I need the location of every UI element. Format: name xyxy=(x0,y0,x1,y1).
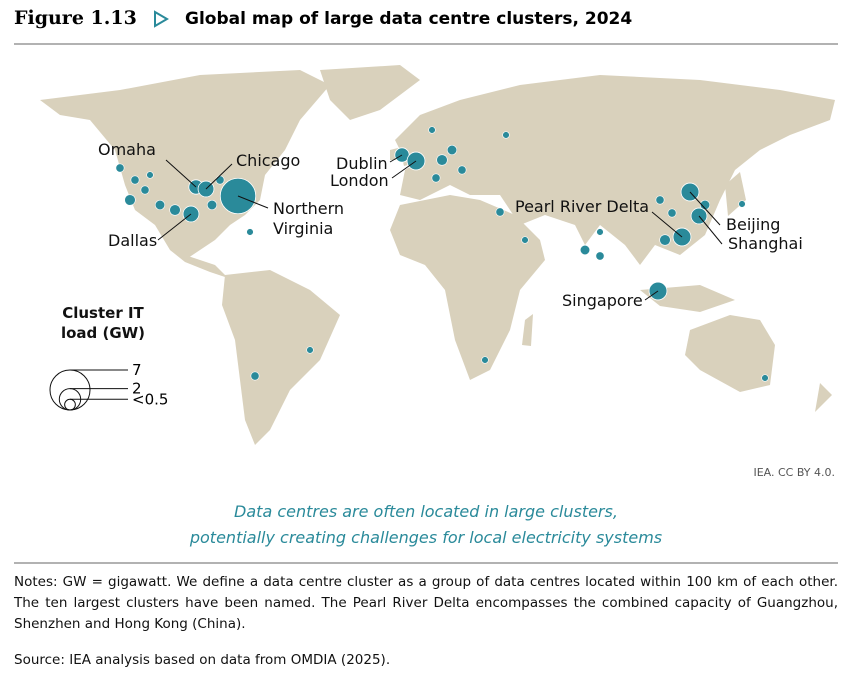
cluster-label: Chicago xyxy=(236,151,301,170)
cluster-bubble xyxy=(146,171,154,179)
cluster-bubble xyxy=(154,199,166,211)
cluster-bubble xyxy=(521,236,529,244)
cluster-bubble xyxy=(495,207,505,217)
legend-circle xyxy=(49,369,91,411)
leader-line xyxy=(689,191,721,226)
caption-line: Data centres are often located in large … xyxy=(234,502,618,521)
cluster-bubble xyxy=(667,208,677,218)
cluster-bubble xyxy=(169,204,181,216)
cluster-bubble xyxy=(250,371,260,381)
cluster-bubble xyxy=(140,185,150,195)
cluster-label: Northern Virginia xyxy=(273,199,345,238)
cluster-bubble xyxy=(761,374,769,382)
cluster-bubble xyxy=(738,200,746,208)
leader-line xyxy=(391,160,417,179)
land xyxy=(40,65,835,445)
cluster-bubble xyxy=(596,228,604,236)
legend: 72<0.5 xyxy=(49,361,168,411)
legend-circle xyxy=(64,398,76,411)
leader-line xyxy=(237,195,269,209)
legend-label: 2 xyxy=(132,380,142,398)
cluster-bubble xyxy=(431,173,441,183)
cluster-label: Shanghai xyxy=(728,234,803,253)
cluster-bubble xyxy=(124,194,136,206)
leader-line xyxy=(644,290,659,301)
notes: Notes: GW = gigawatt. We define a data c… xyxy=(14,574,838,632)
cluster-bubble xyxy=(436,154,448,166)
cluster-bubble xyxy=(115,163,125,173)
legend-title: Cluster IT load (GW) xyxy=(60,304,146,342)
cluster-label: Singapore xyxy=(562,291,643,310)
legend-label: <0.5 xyxy=(132,390,168,408)
leader-line xyxy=(157,213,192,241)
leader-line xyxy=(165,159,197,188)
cluster-bubble xyxy=(130,175,140,185)
cluster-label: Dublin xyxy=(336,154,388,173)
cluster-bubble xyxy=(206,199,218,211)
credit: IEA. CC BY 4.0. xyxy=(753,466,835,479)
cluster-bubble xyxy=(699,199,711,211)
cluster-bubble xyxy=(502,131,510,139)
figure-title: Global map of large data centre clusters… xyxy=(185,9,632,29)
leader-line xyxy=(205,163,233,190)
leader-line xyxy=(698,215,723,245)
cluster-label: Pearl River Delta xyxy=(515,197,650,216)
cluster-label: Omaha xyxy=(98,140,156,159)
leader-line xyxy=(651,211,683,238)
source: Source: IEA analysis based on data from … xyxy=(14,652,391,668)
cluster-bubble xyxy=(428,126,436,134)
caption-line: potentially creating challenges for loca… xyxy=(189,528,662,547)
cluster-bubble xyxy=(481,356,489,364)
cluster-label: Beijing xyxy=(726,215,781,234)
leader-line xyxy=(389,154,403,163)
cluster-bubble xyxy=(655,195,665,205)
cluster-label: Dallas xyxy=(108,231,158,250)
cluster-bubble xyxy=(306,346,314,354)
cluster-bubble xyxy=(246,228,254,236)
clusters xyxy=(115,126,769,382)
cluster-bubble xyxy=(579,244,591,256)
figure-number: Figure 1.13 xyxy=(14,7,137,29)
cluster-bubble xyxy=(595,251,605,261)
cluster-bubble xyxy=(457,165,467,175)
figure-arrow xyxy=(154,10,169,28)
cluster-bubble xyxy=(659,234,671,246)
cluster-bubble xyxy=(446,144,458,156)
cluster-bubble xyxy=(215,175,225,185)
legend-label: 7 xyxy=(132,361,142,379)
cluster-label: London xyxy=(330,171,389,190)
